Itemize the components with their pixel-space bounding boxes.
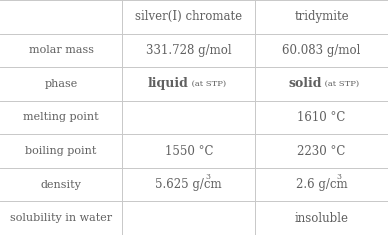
Text: phase: phase <box>45 79 78 89</box>
Text: 1610 °C: 1610 °C <box>298 111 346 124</box>
Text: 1550 °C: 1550 °C <box>165 145 213 158</box>
Text: liquid: liquid <box>148 77 189 90</box>
Text: (at STP): (at STP) <box>322 80 359 88</box>
Text: 5.625 g/cm: 5.625 g/cm <box>156 178 222 191</box>
Text: silver(I) chromate: silver(I) chromate <box>135 10 242 23</box>
Text: boiling point: boiling point <box>26 146 97 156</box>
Text: 2230 °C: 2230 °C <box>298 145 346 158</box>
Text: 3: 3 <box>336 173 341 181</box>
Text: solid: solid <box>288 77 322 90</box>
Text: density: density <box>41 180 81 190</box>
Text: 60.083 g/mol: 60.083 g/mol <box>282 44 361 57</box>
Text: 2.6 g/cm: 2.6 g/cm <box>296 178 348 191</box>
Text: (at STP): (at STP) <box>189 80 226 88</box>
Text: insoluble: insoluble <box>294 212 349 225</box>
Text: 331.728 g/mol: 331.728 g/mol <box>146 44 232 57</box>
Text: molar mass: molar mass <box>29 45 94 55</box>
Text: tridymite: tridymite <box>294 10 349 23</box>
Text: melting point: melting point <box>23 113 99 122</box>
Text: 3: 3 <box>206 173 211 181</box>
Text: solubility in water: solubility in water <box>10 213 112 223</box>
